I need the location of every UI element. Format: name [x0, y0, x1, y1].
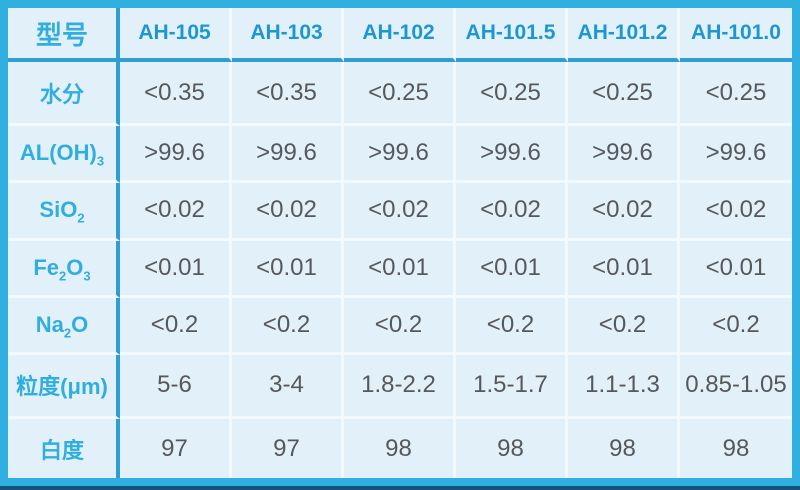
value-cell: <0.25 [344, 62, 456, 127]
row-label-cell: Fe2O3 [8, 240, 120, 298]
row-label-cell: 白度 [8, 419, 120, 478]
table-bottom-shadow [0, 486, 800, 490]
value-cell: >99.6 [344, 126, 456, 184]
spec-table-body: 水分 <0.35 <0.35 <0.25 <0.25 <0.25 <0.25 AL(OH)3 >… [8, 62, 792, 478]
value-cell: <0.01 [680, 240, 792, 298]
table-row: Na2O <0.2 <0.2 <0.2 <0.2 <0.2 <0.2 [8, 297, 792, 355]
value-cell: <0.02 [568, 183, 680, 241]
value-cell: >99.6 [680, 126, 792, 184]
label-subscript: 3 [96, 153, 105, 169]
label-text: Fe [33, 254, 60, 280]
value-cell: 0.85-1.05 [680, 354, 792, 420]
label-text: O [66, 254, 84, 280]
value-cell: <0.25 [568, 62, 680, 127]
value-cell: <0.02 [232, 183, 344, 241]
label-subscript: 2 [59, 267, 67, 283]
value-cell: <0.2 [232, 297, 344, 355]
label-text: AL(OH) [19, 140, 97, 166]
table-row: 白度 97 97 98 98 98 98 [8, 419, 792, 478]
value-cell: <0.01 [344, 240, 456, 298]
value-cell: >99.6 [568, 126, 680, 184]
value-cell: 97 [120, 419, 232, 478]
label-text: O [71, 311, 89, 337]
label-text: 水分 [39, 81, 84, 107]
value-cell: <0.02 [456, 183, 568, 241]
label-text: 粒度(μm) [16, 374, 108, 400]
value-cell: 98 [680, 419, 792, 478]
row-label-cell: SiO2 [8, 183, 120, 241]
value-cell: 97 [232, 419, 344, 478]
value-cell: 1.8-2.2 [344, 354, 456, 420]
value-cell: <0.25 [456, 62, 568, 127]
table-row: AL(OH)3 >99.6 >99.6 >99.6 >99.6 >99.6 >99.6 [8, 126, 792, 184]
header-cell-model-label: 型号 [8, 8, 120, 62]
spec-table-head: 型号 AH-105 AH-103 AH-102 AH-101.5 AH-101.2 AH-… [8, 8, 792, 62]
value-cell: <0.2 [120, 297, 232, 355]
value-cell: <0.2 [680, 297, 792, 355]
table-row: Fe2O3 <0.01 <0.01 <0.01 <0.01 <0.01 <0.01 [8, 240, 792, 298]
value-cell: 3-4 [232, 354, 344, 420]
header-cell: AH-105 [120, 8, 232, 62]
label-subscript: 2 [77, 210, 85, 226]
table-row: 粒度(μm) 5-6 3-4 1.8-2.2 1.5-1.7 1.1-1.3 0.85-1.… [8, 354, 792, 420]
label-subscript: 3 [83, 267, 91, 283]
value-cell: >99.6 [232, 126, 344, 184]
spec-table: 型号 AH-105 AH-103 AH-102 AH-101.5 AH-101.2 AH-… [8, 8, 792, 478]
value-cell: <0.25 [680, 62, 792, 127]
header-cell: AH-101.2 [568, 8, 680, 62]
value-cell: <0.01 [120, 240, 232, 298]
value-cell: 1.5-1.7 [456, 354, 568, 420]
label-text: SiO [39, 197, 78, 223]
row-label-cell: 水分 [8, 62, 120, 127]
value-cell: 5-6 [120, 354, 232, 420]
row-label-cell: AL(OH)3 [8, 126, 120, 184]
header-cell: AH-102 [344, 8, 456, 62]
label-subscript: 2 [63, 324, 72, 340]
label-text: 白度 [39, 437, 84, 463]
header-cell: AH-103 [232, 8, 344, 62]
value-cell: <0.2 [344, 297, 456, 355]
row-label-cell: 粒度(μm) [8, 354, 120, 420]
value-cell: <0.02 [120, 183, 232, 241]
header-cell: AH-101.0 [680, 8, 792, 62]
value-cell: 98 [568, 419, 680, 478]
value-cell: 1.1-1.3 [568, 354, 680, 420]
table-row: SiO2 <0.02 <0.02 <0.02 <0.02 <0.02 <0.02 [8, 183, 792, 241]
table-row: 水分 <0.35 <0.35 <0.25 <0.25 <0.25 <0.25 [8, 62, 792, 127]
value-cell: <0.2 [456, 297, 568, 355]
value-cell: >99.6 [456, 126, 568, 184]
value-cell: <0.01 [456, 240, 568, 298]
header-cell: AH-101.5 [456, 8, 568, 62]
value-cell: <0.02 [680, 183, 792, 241]
value-cell: <0.35 [120, 62, 232, 127]
value-cell: >99.6 [120, 126, 232, 184]
value-cell: 98 [456, 419, 568, 478]
value-cell: <0.2 [568, 297, 680, 355]
value-cell: <0.01 [232, 240, 344, 298]
value-cell: <0.02 [344, 183, 456, 241]
value-cell: 98 [344, 419, 456, 478]
value-cell: <0.35 [232, 62, 344, 127]
row-label-cell: Na2O [8, 297, 120, 355]
value-cell: <0.01 [568, 240, 680, 298]
header-row: 型号 AH-105 AH-103 AH-102 AH-101.5 AH-101.2 AH-… [8, 8, 792, 62]
label-text: Na [35, 311, 64, 337]
